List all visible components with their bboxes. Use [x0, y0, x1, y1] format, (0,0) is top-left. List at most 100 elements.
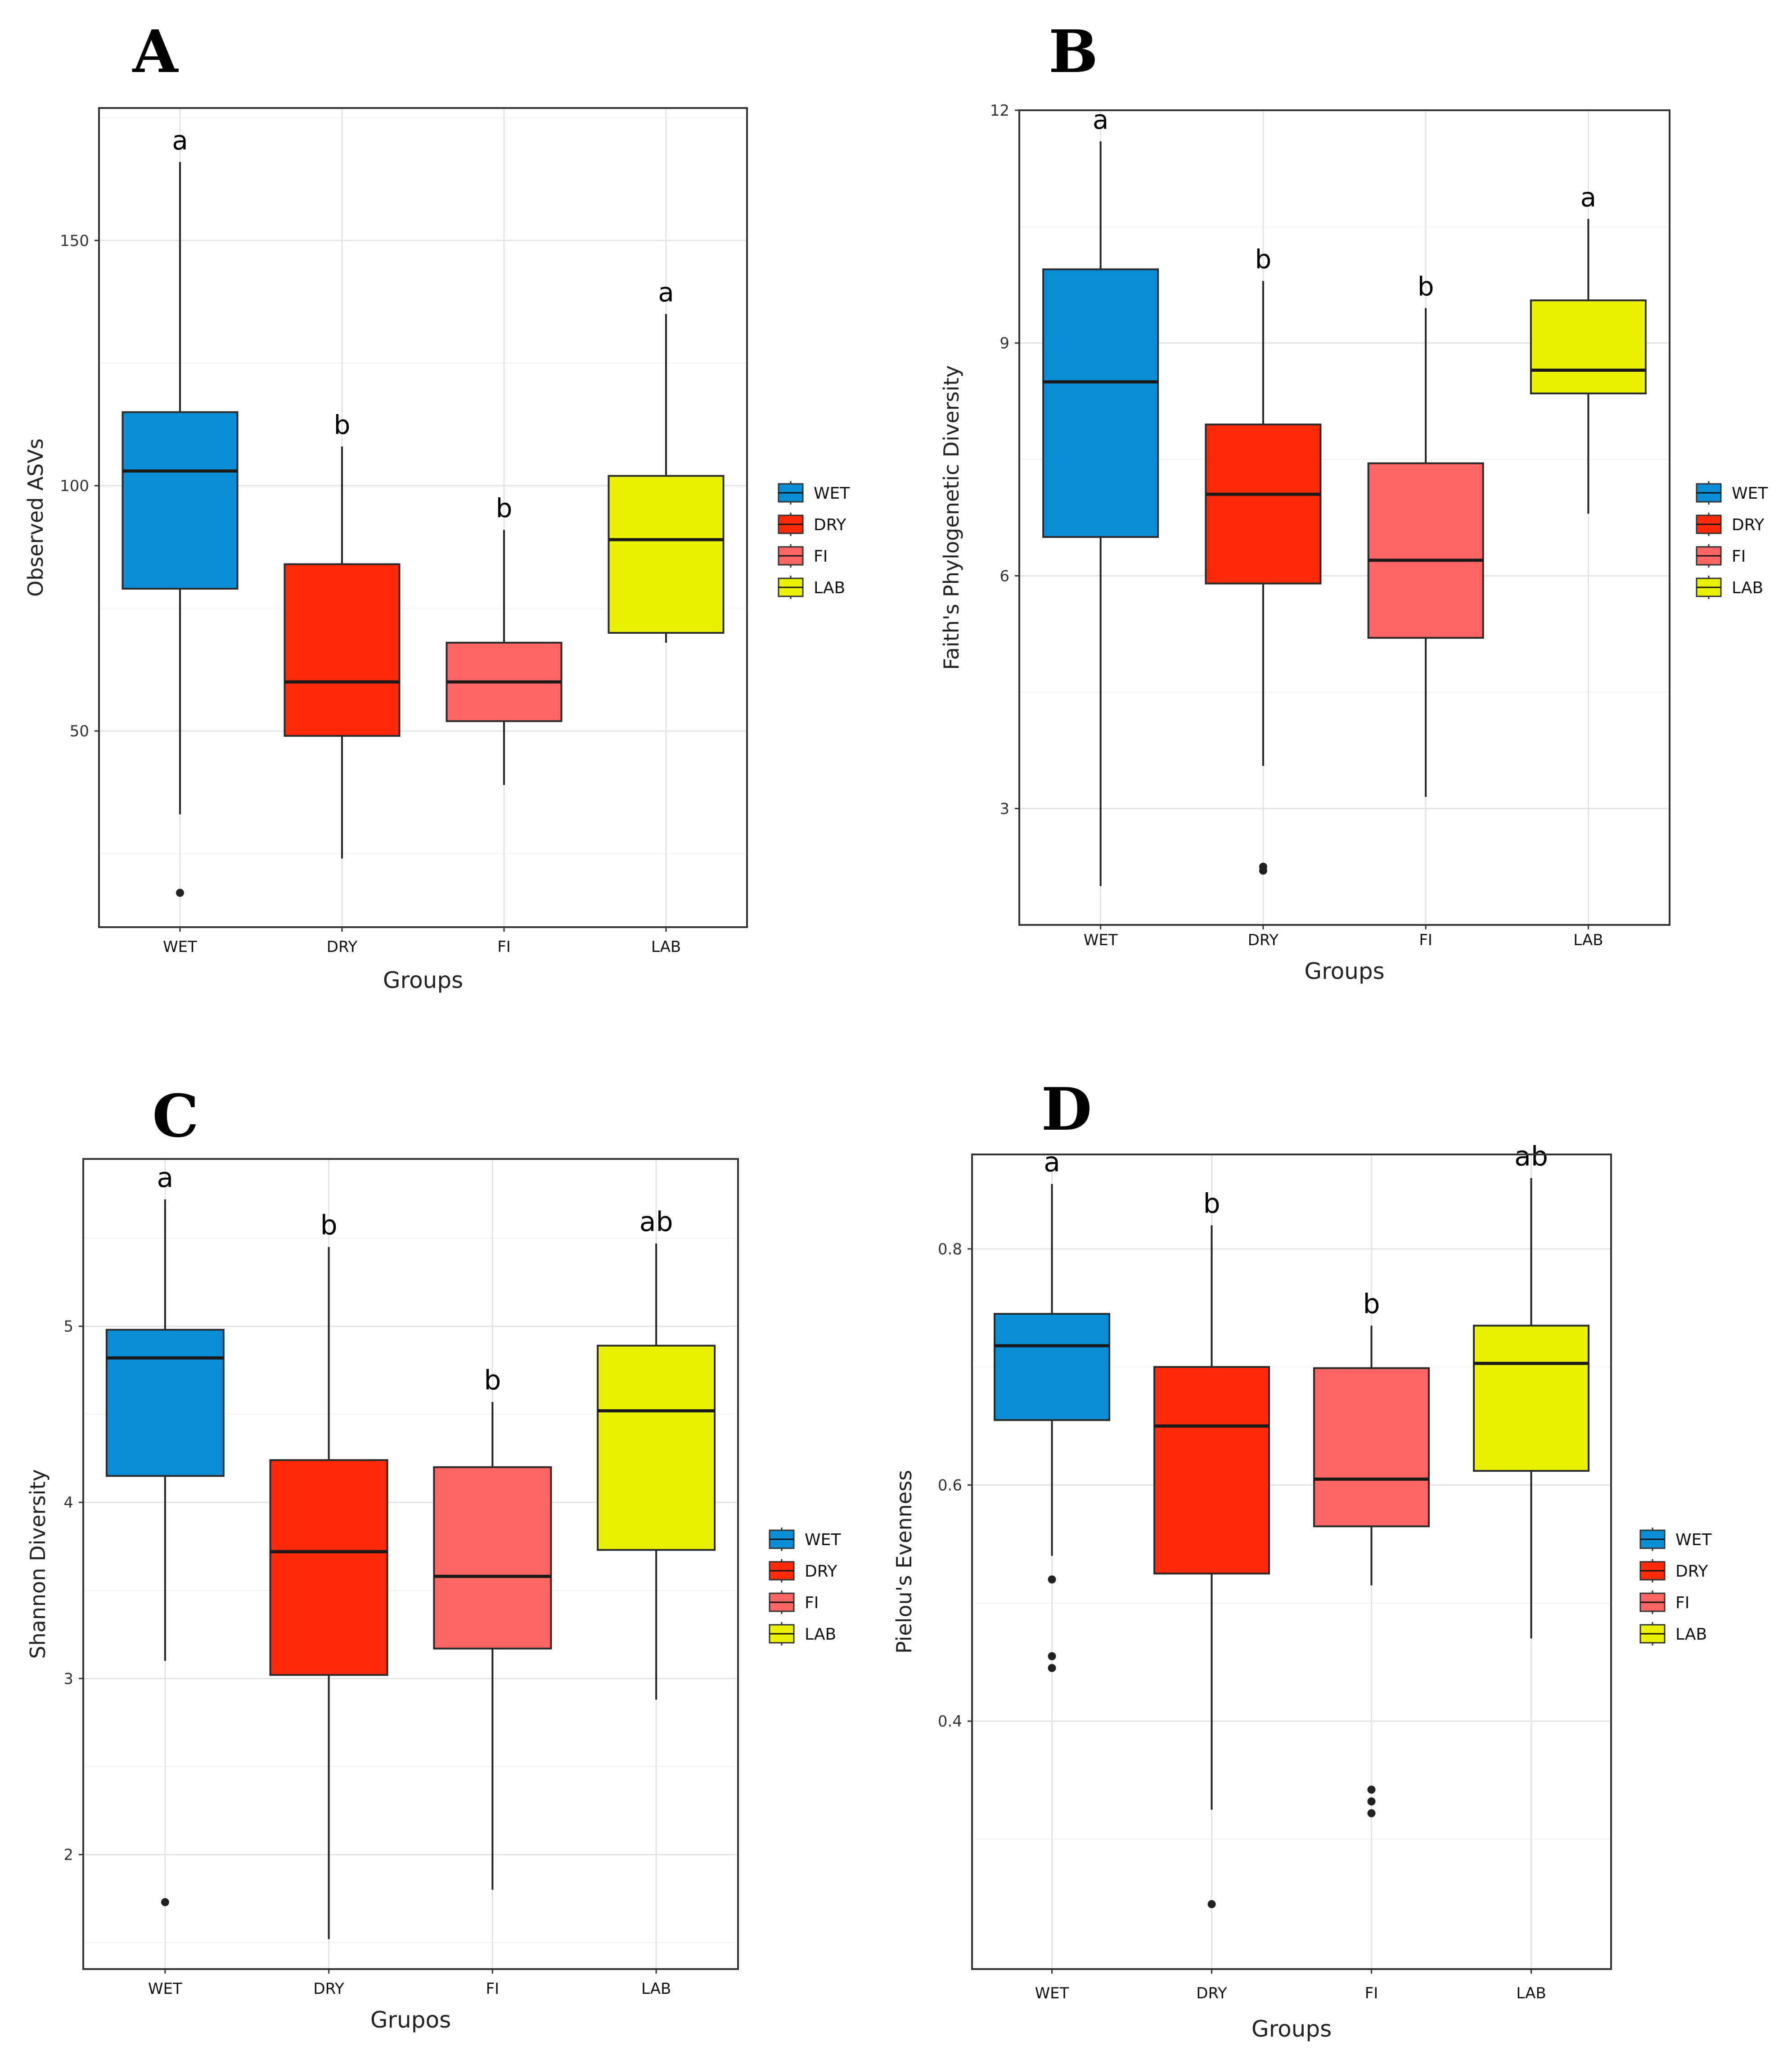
significance-letter: b [1363, 1288, 1380, 1320]
panel-border [98, 107, 748, 928]
x-tick-label: LAB [651, 938, 681, 956]
x-tick-label: FI [1365, 1984, 1378, 2002]
legend-label: DRY [814, 516, 846, 534]
x-tick-label: DRY [313, 1980, 344, 1998]
x-tick-label: WET [148, 1980, 182, 1998]
x-tick-label: FI [1419, 931, 1432, 949]
legend-label: LAB [1732, 579, 1763, 597]
legend-label: LAB [805, 1625, 836, 1644]
box-iqr [1153, 1366, 1270, 1575]
significance-letter: a [157, 1162, 173, 1194]
x-tick-label: DRY [327, 938, 358, 956]
significance-letter: a [172, 125, 188, 156]
legend-label: DRY [805, 1562, 837, 1581]
significance-letter: a [1580, 182, 1597, 212]
legend-label: WET [814, 484, 850, 503]
x-axis-title: Groups [383, 967, 463, 993]
box-iqr [1530, 299, 1647, 395]
panel-b: B 3 6 9 12 a WET b DRY b FI a LAB Groups Faith's Phylo… [939, 17, 1768, 984]
outlier-point [1048, 1652, 1056, 1660]
x-tick-label: WET [163, 938, 197, 956]
box-iqr [597, 1344, 716, 1551]
outlier-point [1259, 862, 1267, 871]
significance-letter: ab [1514, 1140, 1548, 1172]
panel-letter: C [152, 1082, 198, 1150]
y-tick-label: 4 [63, 1494, 73, 1512]
significance-letter: b [1255, 244, 1271, 275]
panel-letter: D [1041, 1075, 1092, 1144]
legend-label: FI [1732, 547, 1746, 566]
outlier-point [1048, 1575, 1056, 1584]
significance-letter: ab [639, 1206, 673, 1238]
x-tick-label: DRY [1196, 1984, 1227, 2002]
panel-border [82, 1158, 739, 1970]
x-axis-title: Groups [1252, 2016, 1332, 2042]
outlier-point [161, 1898, 169, 1907]
y-tick-label: 0.6 [938, 1476, 962, 1494]
legend-label: FI [805, 1594, 819, 1612]
significance-letter: b [334, 410, 351, 440]
box-wet: a [105, 1162, 225, 1907]
panel-d: D 0.4 0.6 0.8 a WET b DRY b FI ab LAB Groups Pielou's… [892, 1075, 1712, 2042]
box-wet: a [122, 125, 239, 897]
y-tick-label: 2 [63, 1846, 73, 1864]
x-axis-title: Grupos [370, 2007, 451, 2033]
y-tick-label: 3 [63, 1670, 73, 1688]
legend-label: LAB [1675, 1625, 1707, 1644]
y-axis-title: Shannon Diversity [26, 1469, 50, 1659]
box-dry: b [1205, 244, 1322, 875]
box-iqr [105, 1329, 225, 1477]
legend: WET DRY FI LAB [778, 481, 850, 599]
outlier-point [1367, 1809, 1376, 1817]
legend-label: FI [1675, 1594, 1689, 1612]
panel-letter: A [132, 17, 179, 86]
panel-a: A 50 100 150 a WET b DRY b FI a LAB Groups Observed A… [23, 17, 850, 993]
box-lab: a [608, 277, 725, 643]
box-lab: ab [1473, 1140, 1589, 1639]
y-tick-label: 150 [60, 232, 89, 250]
panel-c: C 2 3 4 5 a WET b DRY b FI ab LAB Grupos Shannon Diver… [26, 1082, 841, 2033]
y-tick-label: 6 [1000, 567, 1009, 585]
x-tick-label: FI [486, 1980, 500, 1998]
legend-label: DRY [1732, 516, 1765, 534]
x-tick-label: LAB [1573, 931, 1603, 949]
box-iqr [608, 475, 725, 634]
significance-letter: a [658, 277, 674, 308]
box-fi: b [433, 1365, 552, 1890]
box-wet: a [1042, 104, 1159, 886]
legend-label: WET [805, 1531, 841, 1549]
significance-letter: b [496, 493, 513, 523]
y-tick-label: 0.8 [938, 1240, 962, 1258]
y-tick-label: 0.4 [938, 1713, 962, 1731]
box-wet: a [994, 1147, 1110, 1672]
box-dry: b [284, 410, 401, 859]
significance-letter: b [320, 1210, 338, 1241]
box-iqr [284, 563, 401, 737]
box-iqr [122, 411, 239, 590]
x-tick-label: LAB [641, 1980, 671, 1998]
box-dry: b [1153, 1188, 1270, 1908]
x-tick-label: DRY [1248, 931, 1279, 949]
box-iqr [994, 1313, 1110, 1421]
x-tick-label: LAB [1516, 1984, 1546, 2002]
box-fi: b [1367, 271, 1484, 797]
significance-letter: b [1203, 1188, 1220, 1219]
y-tick-label: 3 [1000, 800, 1009, 818]
outlier-point [1367, 1797, 1376, 1806]
y-tick-label: 100 [60, 477, 89, 495]
box-fi: b [1313, 1288, 1430, 1817]
significance-letter: b [1418, 271, 1434, 302]
legend-label: FI [814, 547, 828, 566]
y-axis-title: Observed ASVs [23, 438, 48, 597]
significance-letter: b [484, 1365, 501, 1396]
y-tick-label: 9 [1000, 334, 1009, 352]
x-tick-label: FI [497, 938, 511, 956]
box-iqr [1042, 268, 1159, 538]
outlier-point [1207, 1900, 1216, 1908]
outlier-point [1367, 1785, 1376, 1794]
legend-label: DRY [1675, 1562, 1708, 1581]
significance-letter: a [1093, 104, 1109, 135]
box-iqr [1313, 1367, 1430, 1528]
box-lab: ab [597, 1206, 716, 1700]
legend-label: WET [1732, 484, 1768, 503]
